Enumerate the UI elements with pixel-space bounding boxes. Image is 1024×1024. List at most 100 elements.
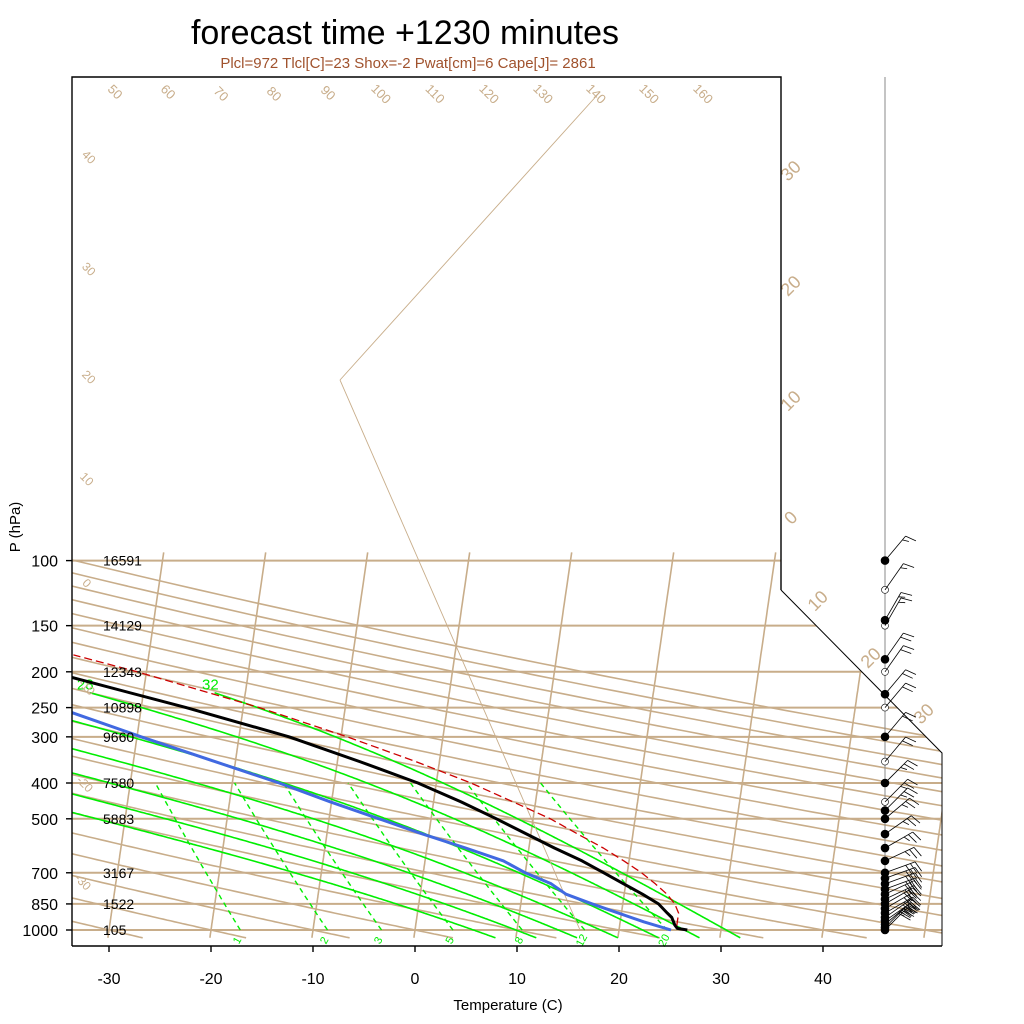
moist-adiabat-line bbox=[72, 692, 537, 939]
temperature-tick-label: 10 bbox=[508, 971, 526, 988]
barb-flag bbox=[905, 865, 913, 875]
pressure-tick-label: 400 bbox=[31, 776, 58, 793]
height-label: 12343 bbox=[103, 664, 142, 680]
height-label: 16591 bbox=[103, 553, 142, 569]
height-label: 7580 bbox=[103, 775, 134, 791]
dry-adiabat-line bbox=[72, 551, 557, 939]
wind-barb bbox=[881, 645, 915, 676]
barb-shaft bbox=[884, 787, 908, 811]
barb-flag bbox=[905, 682, 917, 689]
barb-flag bbox=[905, 876, 913, 886]
dry-adiabat-label: 50 bbox=[105, 81, 126, 102]
dry-adiabat-label: 160 bbox=[690, 81, 716, 107]
barb-flag bbox=[903, 908, 915, 915]
barb-flag bbox=[910, 874, 918, 885]
dry-adiabat-label: 100 bbox=[368, 81, 394, 107]
barb-shaft bbox=[884, 885, 915, 900]
barb-flag bbox=[906, 901, 917, 910]
profile-group bbox=[72, 559, 688, 932]
barb-flag bbox=[912, 892, 922, 901]
barb-flag bbox=[905, 870, 913, 881]
barb-flag bbox=[902, 740, 913, 747]
barb-flag bbox=[900, 592, 913, 596]
barb-flag bbox=[914, 867, 922, 878]
wind-barb bbox=[881, 563, 915, 594]
barb-flag bbox=[902, 907, 913, 916]
dry-adiabat-label: 30 bbox=[79, 259, 99, 279]
barb-shaft bbox=[884, 535, 906, 561]
barb-flag bbox=[900, 767, 908, 770]
barb-shaft bbox=[884, 760, 908, 784]
grid-lines bbox=[72, 91, 942, 939]
barb-shaft bbox=[884, 880, 915, 895]
barb-shaft bbox=[884, 898, 912, 918]
moist-adiabat-line bbox=[72, 692, 578, 939]
height-label: 1522 bbox=[103, 896, 134, 912]
height-label: 10898 bbox=[103, 700, 142, 716]
barb-shaft bbox=[884, 645, 904, 673]
barb-flag bbox=[907, 760, 918, 767]
barb-flag bbox=[903, 892, 913, 902]
wind-barb bbox=[880, 861, 922, 878]
y-axis-label: P (hPa) bbox=[7, 502, 24, 553]
barb-shaft bbox=[884, 877, 916, 890]
barb-shaft bbox=[884, 896, 913, 914]
barb-flag bbox=[903, 632, 915, 638]
mixing-ratio-line bbox=[154, 782, 241, 931]
x-axis-label: Temperature (C) bbox=[453, 997, 562, 1014]
barb-flag bbox=[914, 872, 922, 883]
barb-flag bbox=[904, 851, 911, 857]
barb-flag bbox=[902, 686, 913, 693]
dry-adiabat-line bbox=[72, 551, 942, 939]
barb-flag bbox=[907, 787, 918, 794]
dry-adiabat-label: 150 bbox=[636, 81, 662, 107]
dry-adiabat-label: 120 bbox=[476, 81, 502, 107]
mixing-ratio-label: 2 bbox=[318, 935, 331, 946]
dry-adiabat-label: 70 bbox=[211, 83, 232, 104]
barb-flag bbox=[898, 910, 906, 915]
wind-barb bbox=[880, 592, 913, 625]
moist-adiabat-line bbox=[72, 692, 619, 939]
barb-flag bbox=[905, 711, 917, 718]
wind-barb bbox=[880, 787, 918, 815]
dry-adiabat-label: -30 bbox=[72, 871, 94, 893]
barb-shaft bbox=[884, 861, 916, 874]
barb-flag bbox=[905, 669, 917, 675]
dewpoint-line bbox=[72, 559, 672, 932]
dry-adiabat-line bbox=[72, 551, 942, 939]
dry-adiabat-label: 20 bbox=[79, 367, 99, 387]
temperature-tick-label: 0 bbox=[411, 971, 420, 988]
moist-adiabat-line bbox=[90, 692, 700, 939]
isotherm-line bbox=[515, 552, 573, 938]
wind-barb bbox=[881, 778, 918, 806]
reference-line bbox=[339, 91, 601, 381]
dry-adiabat-label: 40 bbox=[79, 147, 99, 167]
temperature-tick-label: 20 bbox=[610, 971, 628, 988]
barb-shaft bbox=[884, 872, 916, 885]
isotherm-line bbox=[923, 552, 942, 938]
barb-flag bbox=[900, 649, 912, 654]
pressure-tick-label: 1000 bbox=[22, 923, 58, 940]
isotherm-label: 0 bbox=[780, 507, 801, 528]
barb-flag bbox=[909, 849, 918, 859]
barb-flag bbox=[908, 899, 917, 908]
wind-barb bbox=[880, 711, 917, 742]
barb-flag bbox=[905, 736, 917, 743]
pressure-tick-label: 700 bbox=[31, 866, 58, 883]
barb-flag bbox=[905, 881, 913, 892]
height-label: 105 bbox=[103, 922, 127, 938]
pressure-tick-label: 250 bbox=[31, 701, 58, 718]
barb-shaft bbox=[884, 831, 913, 849]
barb-flag bbox=[908, 894, 917, 904]
mixing-ratio-label: 3 bbox=[372, 935, 385, 946]
wind-barb bbox=[880, 902, 921, 926]
mixing-ratio-label: 12 bbox=[574, 932, 590, 948]
barb-flag bbox=[912, 831, 922, 841]
moist-adiabat-label: 32 bbox=[202, 676, 219, 693]
temperature-tick-label: -30 bbox=[97, 971, 120, 988]
barb-flag bbox=[903, 836, 910, 842]
dry-adiabat-line bbox=[72, 551, 942, 939]
barb-flag bbox=[904, 884, 913, 894]
